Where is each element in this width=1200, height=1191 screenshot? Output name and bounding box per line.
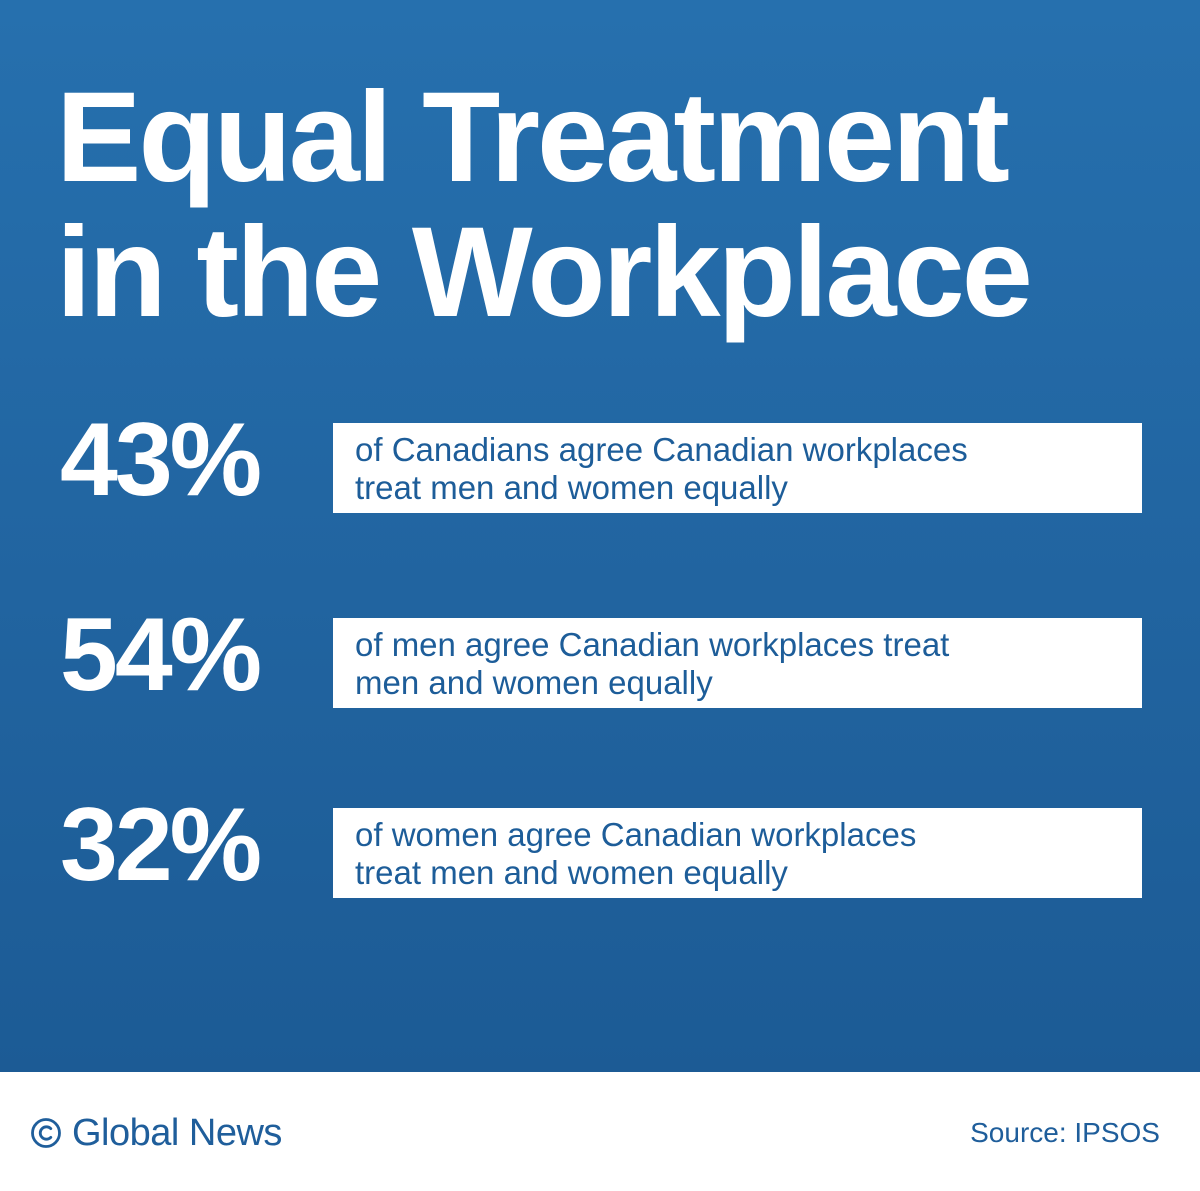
copyright-icon [31, 1118, 61, 1148]
blue-panel: Equal Treatment in the Workplace 43% of … [0, 0, 1200, 1072]
stat-description-box: of women agree Canadian workplaces treat… [333, 808, 1142, 898]
stat-description-box: of men agree Canadian workplaces treat m… [333, 618, 1142, 708]
stat-row-men: 54% of men agree Canadian workplaces tre… [0, 600, 1200, 710]
stat-description-line-1: of men agree Canadian workplaces treat [355, 626, 950, 663]
stat-description-line-1: of women agree Canadian workplaces [355, 816, 917, 853]
infographic-title: Equal Treatment in the Workplace [56, 70, 1033, 340]
stat-description-box: of Canadians agree Canadian workplaces t… [333, 423, 1142, 513]
stat-percent: 54% [60, 597, 262, 713]
title-line-1: Equal Treatment [56, 66, 1010, 209]
stat-description-line-1: of Canadians agree Canadian workplaces [355, 431, 968, 468]
stat-row-women: 32% of women agree Canadian workplaces t… [0, 790, 1200, 900]
stat-description-line-2: men and women equally [355, 664, 713, 701]
footer: Global News Source: IPSOS [0, 1072, 1200, 1191]
brand: Global News [30, 1108, 282, 1158]
source-credit: Source: IPSOS [970, 1117, 1160, 1148]
stat-description-line-2: treat men and women equally [355, 469, 788, 506]
brand-name: Global News [72, 1112, 282, 1154]
title-line-2: in the Workplace [56, 201, 1033, 344]
stat-percent: 43% [60, 402, 262, 518]
stat-row-canadians: 43% of Canadians agree Canadian workplac… [0, 405, 1200, 515]
stat-percent: 32% [60, 787, 262, 903]
stat-description-line-2: treat men and women equally [355, 854, 788, 891]
